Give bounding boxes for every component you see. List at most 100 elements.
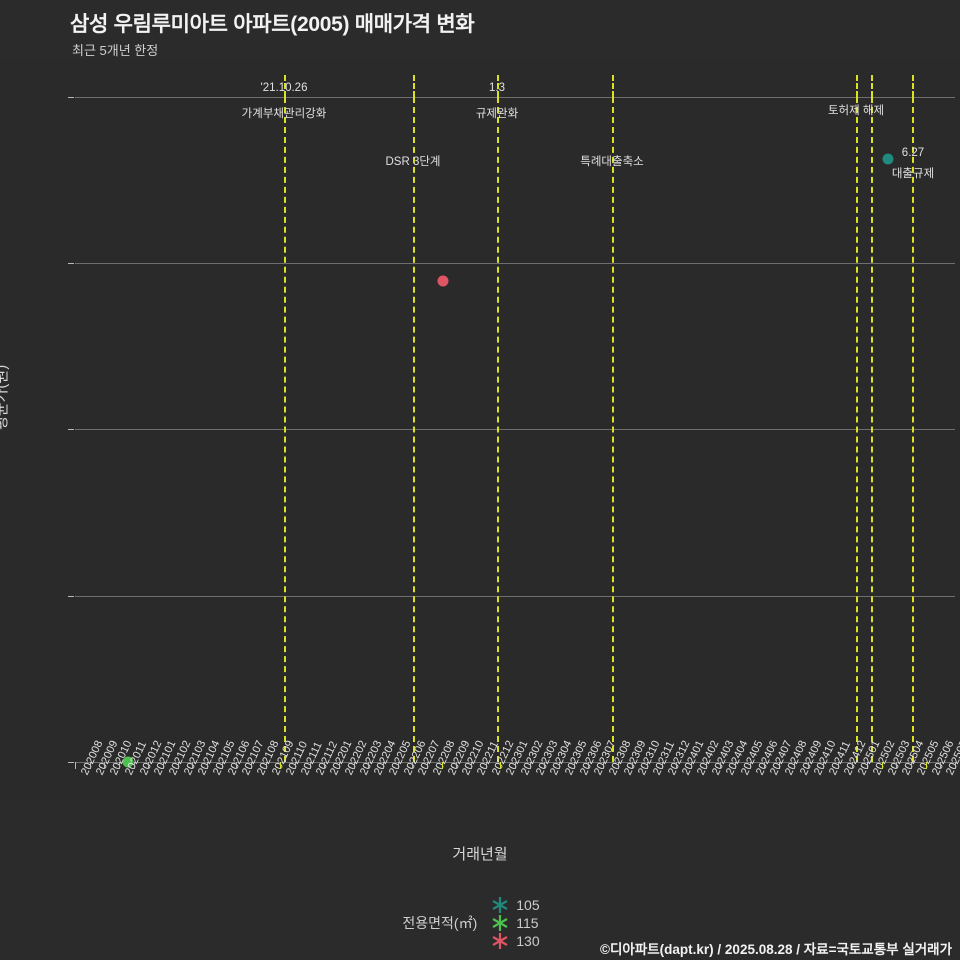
annot-date-202110: '21.10.26: [260, 82, 308, 94]
x-tick-mark: [867, 762, 868, 769]
x-tick-mark: [177, 762, 179, 769]
x-tick-mark: [588, 762, 590, 769]
x-tick-mark: [735, 762, 736, 769]
vline-202503-upper: [871, 75, 873, 97]
x-tick-mark: [544, 762, 546, 769]
annot-date-202301: 1.3: [489, 82, 505, 94]
x-tick-mark: [911, 762, 912, 769]
point-105-202506[interactable]: [882, 153, 894, 165]
x-tick-mark: [881, 762, 883, 769]
legend-entry-105[interactable]: 105: [491, 896, 540, 914]
x-tick-mark: [720, 762, 722, 769]
x-tick-mark: [324, 762, 326, 769]
x-tick-mark: [955, 762, 956, 769]
point-115-202011[interactable]: [122, 756, 134, 768]
x-tick-mark: [148, 762, 150, 769]
vline-202301: [497, 97, 499, 762]
x-tick-mark: [749, 762, 751, 769]
legend-entry-115[interactable]: 115: [491, 914, 539, 932]
vline-202408-upper: [612, 75, 614, 97]
y-axis-title: 평균가(원): [0, 364, 10, 430]
gridline: [75, 97, 955, 98]
x-tick-mark: [427, 762, 428, 769]
vline-202209-upper: [413, 75, 415, 97]
y-tick-mark: [68, 762, 74, 763]
x-tick-mark: [412, 762, 414, 769]
chart-subtitle: 최근 5개년 한정: [72, 43, 159, 58]
x-tick-mark: [353, 762, 355, 769]
x-tick-mark: [529, 762, 531, 769]
x-tick-mark: [192, 762, 194, 769]
x-tick-mark: [691, 762, 692, 769]
x-tick-mark: [573, 762, 575, 769]
annot-name-202506: 대출규제: [891, 168, 935, 180]
star-marker-icon: [492, 897, 508, 913]
x-tick-mark: [603, 762, 604, 769]
x-tick-mark: [705, 762, 707, 769]
x-tick-mark: [793, 762, 795, 769]
vline-202506-upper: [912, 75, 914, 97]
gridline: [75, 263, 955, 264]
x-tick-mark: [896, 762, 898, 769]
x-tick-mark: [485, 762, 487, 769]
x-tick-mark: [309, 762, 311, 769]
x-tick-mark: [764, 762, 766, 769]
x-tick-mark: [339, 762, 340, 769]
x-tick-mark: [823, 762, 824, 769]
x-tick-mark: [207, 762, 208, 769]
y-tick-mark: [68, 596, 74, 597]
x-tick-mark: [265, 762, 267, 769]
x-tick-mark: [251, 762, 252, 769]
legend-label: 115: [516, 915, 539, 931]
x-tick-mark: [368, 762, 370, 769]
vline-202502: [856, 97, 858, 762]
x-tick-mark: [837, 762, 839, 769]
x-tick-mark: [280, 762, 282, 769]
x-tick-mark: [119, 762, 120, 769]
page-title: 삼성 우림루미아트 아파트(2005) 매매가격 변화: [70, 13, 475, 36]
x-tick-mark: [383, 762, 384, 769]
x-tick-mark: [940, 762, 942, 769]
point-130-202205[interactable]: [437, 275, 449, 287]
annot-name-202408: 특례대출축소: [580, 156, 644, 168]
x-tick-mark: [500, 762, 502, 769]
star-marker-icon: [492, 915, 508, 931]
vline-202503: [871, 97, 873, 762]
x-tick-mark: [515, 762, 516, 769]
x-axis-ticks: 202008 202009 202010 202011 202012 202101 2021…: [75, 739, 960, 852]
vline-202506: [912, 97, 914, 762]
x-tick-mark: [559, 762, 560, 769]
vline-202209: [413, 97, 415, 762]
x-tick-mark: [104, 762, 106, 769]
legend-entry-130[interactable]: 130: [491, 932, 540, 950]
x-tick-mark: [441, 762, 443, 769]
x-tick-mark: [808, 762, 810, 769]
y-tick-mark: [68, 97, 74, 98]
annot-name-202110: 가계부채관리강화: [241, 108, 327, 120]
legend-label: 130: [516, 933, 540, 949]
vline-202502-upper: [856, 75, 858, 97]
x-tick-mark: [471, 762, 472, 769]
gridline: [75, 596, 955, 597]
x-tick-mark: [632, 762, 634, 769]
x-tick-mark: [163, 762, 164, 769]
vline-202301-upper: [497, 75, 499, 97]
y-tick-mark: [68, 263, 74, 264]
x-tick-mark: [89, 762, 91, 769]
x-tick-mark: [236, 762, 238, 769]
x-tick-mark: [295, 762, 296, 769]
annot-name-202502: 토허제 해제: [827, 105, 885, 117]
y-tick-mark: [68, 429, 74, 430]
x-tick-mark: [456, 762, 458, 769]
annot-name-202209: DSR 3단계: [385, 156, 441, 168]
vline-202408: [612, 97, 614, 762]
x-tick-mark: [75, 762, 76, 769]
star-marker-icon: [492, 933, 508, 949]
vline-202110-upper: [284, 75, 286, 97]
legend-label: 105: [516, 897, 540, 913]
x-tick-mark: [647, 762, 648, 769]
x-tick-mark: [676, 762, 678, 769]
annot-date-202506: 6.27: [901, 147, 925, 159]
x-tick-mark: [397, 762, 399, 769]
legend-entries: 105 115 130: [491, 896, 557, 950]
